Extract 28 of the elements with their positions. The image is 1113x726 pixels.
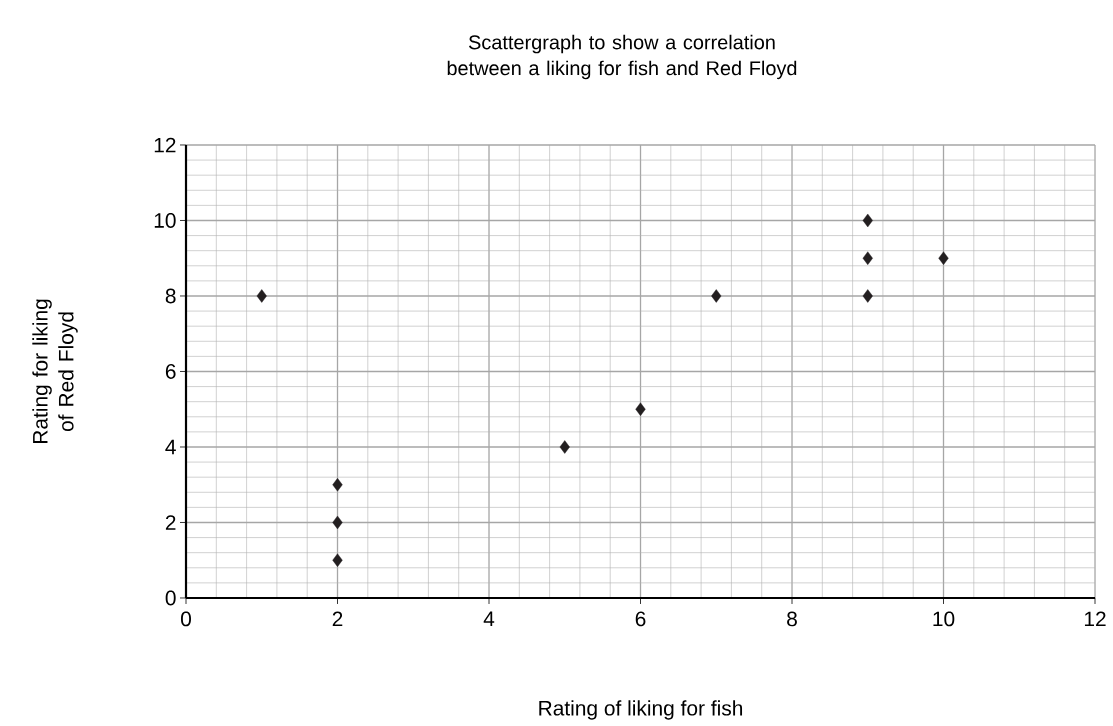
y-tick-label: 2 <box>165 515 176 530</box>
y-tick-label: 10 <box>154 213 176 228</box>
x-tick-label: 10 <box>933 611 955 627</box>
point <box>862 251 873 265</box>
point <box>938 251 949 265</box>
y-tick-label: 4 <box>165 439 176 455</box>
point <box>862 213 873 228</box>
y-tick-label: 12 <box>154 137 176 153</box>
y-tick-label: 6 <box>165 364 176 379</box>
point <box>332 515 343 530</box>
point <box>332 553 343 567</box>
y-tick-label: 0 <box>165 590 176 606</box>
y-tick-label: 8 <box>165 288 176 304</box>
x-tick-label: 6 <box>635 611 646 627</box>
x-tick-label: 0 <box>181 611 191 627</box>
chart-title: Scattergraph to show a correlation between a liking for fish and Red Floyd <box>447 34 797 80</box>
point <box>711 289 722 303</box>
point <box>635 402 646 416</box>
point <box>332 478 343 492</box>
x-axis-title: Rating of liking for fish <box>539 700 743 720</box>
x-tick-label: 4 <box>483 611 495 626</box>
x-tick-label: 2 <box>332 611 343 627</box>
y-axis-title: Rating for liking of Red Floyd <box>32 299 78 444</box>
point <box>256 289 267 303</box>
x-tick-label: 12 <box>1084 611 1106 627</box>
x-tick-label: 8 <box>787 611 797 627</box>
point <box>862 289 873 303</box>
point <box>559 440 570 454</box>
